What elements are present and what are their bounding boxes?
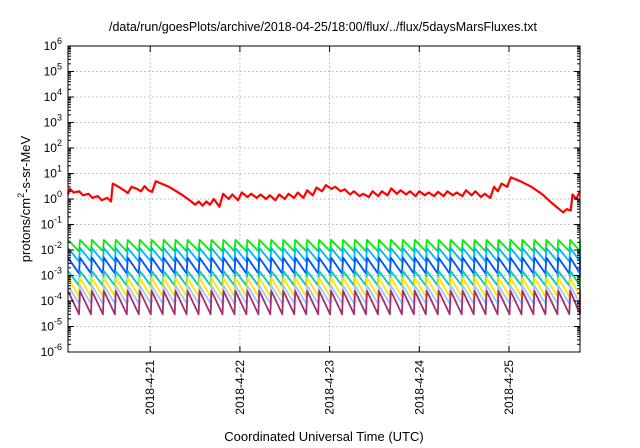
y-tick-label: 10-1	[41, 215, 62, 232]
series-line-1	[66, 176, 581, 214]
axis-ticks	[68, 45, 580, 353]
y-tick-label: 106	[44, 36, 62, 53]
y-tick-label: 100	[44, 189, 62, 206]
x-tick-label: 2018-4-23	[323, 360, 337, 415]
y-axis-label: protons/cm2-s-sr-MeV	[16, 135, 33, 262]
y-tick-label: 103	[44, 113, 62, 130]
x-axis-label: Coordinated Universal Time (UTC)	[224, 429, 423, 444]
y-tick-label: 10-3	[41, 266, 62, 283]
x-tick-label: 2018-4-24	[412, 360, 426, 415]
series-lines	[66, 176, 581, 316]
x-tick-label: 2018-4-22	[233, 360, 247, 415]
y-tick-label: 10-6	[41, 342, 62, 359]
y-tick-label: 10-5	[41, 317, 62, 334]
series-line-8	[67, 290, 581, 316]
series-line-4	[67, 256, 581, 275]
y-tick-label: 104	[44, 87, 62, 104]
y-tick-label: 105	[44, 62, 62, 79]
x-tick-label: 2018-4-25	[502, 360, 516, 415]
y-tick-label: 102	[44, 138, 62, 155]
x-tick-label: 2018-4-21	[143, 360, 157, 415]
chart-title: /data/run/goesPlots/archive/2018-04-25/1…	[109, 20, 538, 34]
series-line-3	[67, 247, 581, 263]
y-tick-label: 10-4	[41, 291, 62, 308]
y-tick-label: 10-2	[41, 240, 62, 257]
y-tick-label: 101	[44, 164, 62, 181]
